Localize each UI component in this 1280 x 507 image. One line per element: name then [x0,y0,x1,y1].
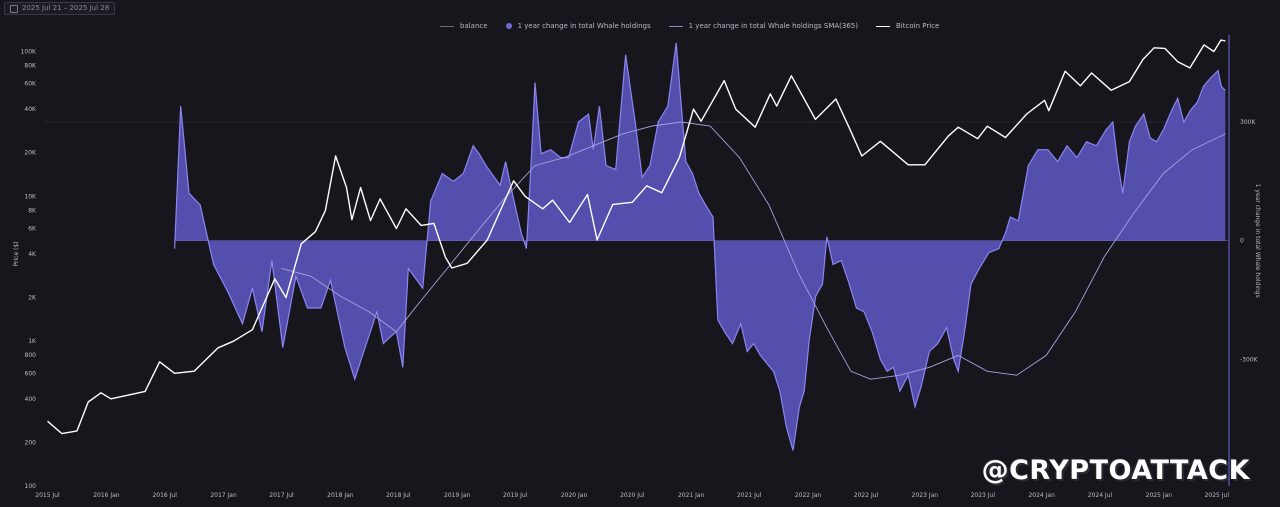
legend-item-balance[interactable]: balance [440,22,488,30]
x-tick-label: 2021 Jan [678,492,705,499]
left-tick-label: 800 [25,352,37,359]
left-tick-label: 200 [25,439,37,446]
x-tick-label: 2017 Jul [269,492,294,499]
x-tick-label: 2018 Jul [386,492,411,499]
left-tick-label: 600 [25,370,37,377]
left-tick-label: 100 [25,483,37,490]
calendar-icon [10,4,18,13]
x-tick-label: 2021 Jul [737,492,762,499]
date-range-label: 2025 Jul 21 – 2025 Jul 28 [22,4,110,12]
left-tick-label: 8K [28,207,37,214]
x-tick-label: 2022 Jan [795,492,822,499]
legend-label-bitcoin-price: Bitcoin Price [896,22,940,30]
x-tick-label: 2023 Jul [971,492,996,499]
legend-label-whale-sma: 1 year change in total Whale holdings SM… [688,22,858,30]
left-tick-label: 400 [25,396,37,403]
left-tick-label: 4K [28,251,37,258]
x-tick-label: 2024 Jul [1088,492,1113,499]
chart-legend: balance 1 year change in total Whale hol… [440,22,939,30]
legend-label-balance: balance [460,22,488,30]
x-tick-label: 2018 Jan [327,492,354,499]
right-tick-label: 300K [1240,119,1256,126]
x-tick-label: 2019 Jan [444,492,471,499]
x-tick-label: 2022 Jul [854,492,879,499]
left-tick-label: 60K [24,81,37,88]
left-tick-label: 10K [24,193,37,200]
left-tick-label: 6K [28,225,37,232]
left-tick-label: 100K [21,49,37,56]
left-tick-label: 2K [28,295,37,302]
legend-swatch-whale-change [505,23,512,29]
right-tick-label: -300K [1240,356,1259,363]
x-tick-label: 2016 Jan [93,492,120,499]
left-tick-label: 20K [24,150,37,157]
x-tick-label: 2016 Jul [152,492,177,499]
x-tick-label: 2015 Jul [35,492,60,499]
x-tick-label: 2017 Jan [210,492,237,499]
legend-label-whale-change: 1 year change in total Whale holdings [517,22,651,30]
x-tick-label: 2024 Jan [1028,492,1055,499]
right-axis-title: 1 year change in total Whale holdings [1254,184,1261,298]
date-range-picker[interactable]: 2025 Jul 21 – 2025 Jul 28 [4,2,116,15]
whale-change-edge [174,42,1226,451]
legend-item-whale-change[interactable]: 1 year change in total Whale holdings [505,22,651,30]
whale-sma-line [281,121,1226,380]
x-tick-label: 2025 Jan [1146,492,1173,499]
legend-swatch-bitcoin-price [876,25,890,27]
x-tick-label: 2025 Jul [1205,492,1230,499]
watermark-text: @CRYPTOATTACK [981,455,1250,486]
left-tick-label: 40K [24,106,37,113]
x-tick-label: 2020 Jan [561,492,588,499]
legend-item-whale-sma[interactable]: 1 year change in total Whale holdings SM… [668,22,858,30]
legend-item-bitcoin-price[interactable]: Bitcoin Price [876,22,939,30]
bitcoin-price-line [47,39,1226,435]
legend-swatch-balance [440,25,454,27]
left-tick-label: 80K [24,63,37,70]
x-tick-label: 2020 Jul [620,492,645,499]
x-tick-label: 2023 Jan [912,492,939,499]
left-tick-label: 1K [28,338,37,345]
x-tick-label: 2019 Jul [503,492,528,499]
legend-swatch-whale-sma [668,25,683,27]
left-axis-title: Price ($) [13,241,20,266]
whale-change-area [174,42,1226,451]
right-tick-label: 0 [1240,238,1244,245]
